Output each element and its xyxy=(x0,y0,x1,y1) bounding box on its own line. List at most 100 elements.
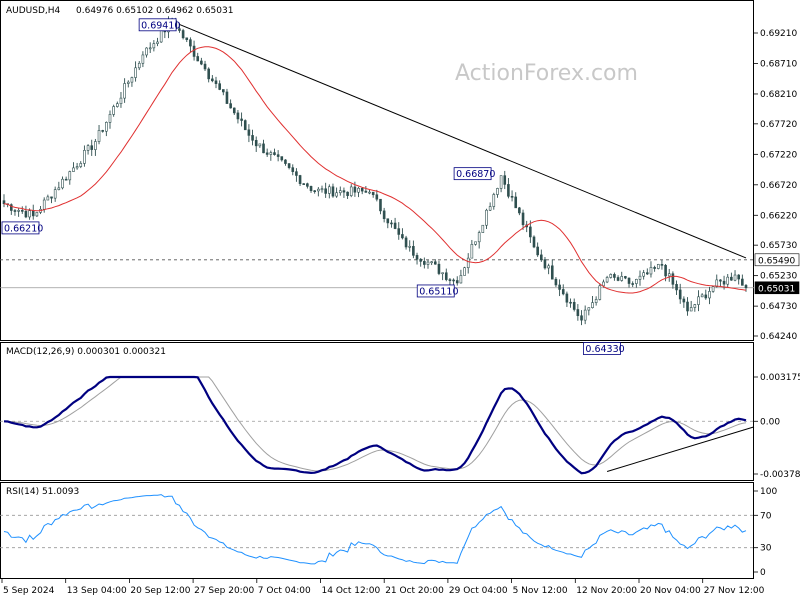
candle-body xyxy=(642,272,645,277)
candle xyxy=(719,279,722,287)
candle-body xyxy=(401,234,404,239)
candle xyxy=(368,189,371,195)
macd-trend-line xyxy=(606,426,755,472)
candle-body xyxy=(50,196,53,199)
candle-body xyxy=(711,286,715,292)
rsi-tick-label: 0 xyxy=(760,568,766,578)
price-tick-label: 0.65230 xyxy=(760,272,797,282)
candle xyxy=(64,176,68,181)
ohlc-label: 0.64976 0.65102 0.64962 0.65031 xyxy=(76,6,233,16)
candle xyxy=(667,268,671,282)
candle xyxy=(492,192,496,210)
candle-body xyxy=(211,78,214,82)
candle xyxy=(594,296,598,306)
x-tick-label: 27 Sep 20:00 xyxy=(194,586,254,596)
candle-body xyxy=(232,107,236,114)
candle xyxy=(569,298,572,308)
candle-body xyxy=(470,244,474,259)
candle xyxy=(653,265,656,272)
candle xyxy=(587,307,591,316)
candle xyxy=(455,276,459,286)
candle xyxy=(243,119,247,131)
candle-body xyxy=(225,91,229,104)
candle xyxy=(744,284,748,292)
candle-body xyxy=(393,222,397,229)
candle-body xyxy=(448,279,452,281)
candle xyxy=(726,274,730,288)
candle xyxy=(313,190,316,194)
candle xyxy=(306,182,309,189)
candle-body xyxy=(543,259,547,269)
candle-body xyxy=(298,175,302,184)
candle-body xyxy=(251,135,254,141)
candle xyxy=(211,75,214,83)
candle-body xyxy=(667,273,671,277)
candle-body xyxy=(719,279,722,282)
candle-body xyxy=(397,228,401,235)
candle xyxy=(72,162,75,172)
candle xyxy=(346,191,349,199)
candle xyxy=(360,187,364,195)
candle xyxy=(371,191,375,198)
candle-body xyxy=(313,190,316,193)
candle xyxy=(583,305,587,325)
candle xyxy=(415,252,419,265)
candle xyxy=(189,37,192,53)
candle-body xyxy=(108,114,112,123)
candle-body xyxy=(744,285,748,289)
candle-body xyxy=(496,188,499,195)
candle-body xyxy=(452,279,455,282)
candle xyxy=(379,198,382,215)
candle xyxy=(733,270,737,282)
candle xyxy=(13,208,17,216)
candle xyxy=(598,283,602,301)
candle xyxy=(423,257,426,269)
candle-body xyxy=(485,209,488,226)
candle xyxy=(53,186,57,202)
candle-body xyxy=(371,191,375,196)
candle xyxy=(627,277,631,288)
candle-body xyxy=(192,45,196,57)
x-tick-label: 29 Oct 04:00 xyxy=(449,586,508,596)
candle xyxy=(90,139,94,156)
watermark: ActionForex.com xyxy=(455,61,638,86)
candle xyxy=(631,281,634,287)
candle xyxy=(689,300,693,312)
annotation-box xyxy=(453,167,492,181)
candle xyxy=(532,235,536,249)
candle xyxy=(116,101,119,108)
candle xyxy=(565,291,569,307)
candle-body xyxy=(474,241,477,245)
candle xyxy=(711,285,715,293)
candle-body xyxy=(148,47,152,50)
candle xyxy=(682,296,686,308)
candle-body xyxy=(459,275,463,284)
candle xyxy=(452,278,455,286)
price-tick-label: 0.67720 xyxy=(760,120,797,130)
candle xyxy=(463,266,466,276)
x-tick-label: 20 Nov 04:00 xyxy=(640,586,701,596)
candle-body xyxy=(591,302,594,308)
candle xyxy=(46,194,50,201)
candle-body xyxy=(733,274,737,281)
candle xyxy=(145,47,148,58)
candle-body xyxy=(94,141,97,150)
candle-body xyxy=(375,194,379,200)
candle-body xyxy=(682,298,686,303)
candle-body xyxy=(68,171,72,181)
candle xyxy=(342,187,346,198)
candle xyxy=(130,76,134,87)
candle-body xyxy=(353,186,357,193)
x-tick-label: 13 Sep 04:00 xyxy=(67,586,127,596)
candle-body xyxy=(276,154,280,157)
annotation-label: 0.65110 xyxy=(419,286,458,297)
candle-body xyxy=(287,163,291,168)
candle-body xyxy=(240,118,243,121)
candle xyxy=(678,283,682,304)
candle xyxy=(240,112,243,127)
candle-body xyxy=(561,289,565,295)
candle xyxy=(444,268,448,282)
candle xyxy=(225,88,229,104)
candle-body xyxy=(178,28,181,31)
